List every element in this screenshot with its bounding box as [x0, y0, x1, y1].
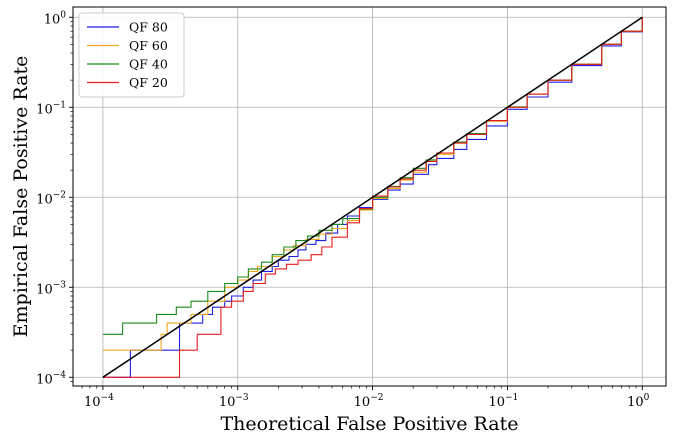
legend-label: QF 80	[129, 20, 168, 35]
plot-frame	[72, 6, 667, 387]
legend-box	[78, 12, 185, 98]
y-tick-label: 10−3	[36, 280, 66, 297]
y-tick-label: 10−1	[36, 100, 66, 117]
x-tick-label: 10−3	[219, 393, 249, 410]
legend-label: QF 60	[129, 38, 168, 53]
x-tick-label: 10−4	[84, 393, 114, 410]
axis-ticks: 10−4 10−3 10−2 10−1 100 10−4 10−3 10−2 10−1 100	[36, 10, 649, 410]
x-axis-label: Theoretical False Positive Rate	[220, 413, 518, 435]
legend-label: QF 40	[129, 57, 168, 72]
x-tick-label: 10−2	[354, 393, 384, 410]
x-tick-label: 100	[627, 393, 650, 410]
y-tick-label: 10−4	[36, 370, 66, 387]
y-tick-label: 10−2	[36, 190, 66, 207]
series-line-qf-20	[102, 17, 643, 378]
identity-reference-line	[102, 16, 643, 378]
legend: QF 80 QF 60 QF 40 QF 20	[78, 12, 185, 98]
plot-series	[102, 16, 643, 378]
legend-label: QF 20	[129, 75, 168, 90]
y-tick-label: 100	[44, 10, 67, 27]
x-tick-label: 10−1	[489, 393, 519, 410]
y-axis-label: Empirical False Positive Rate	[10, 56, 32, 338]
